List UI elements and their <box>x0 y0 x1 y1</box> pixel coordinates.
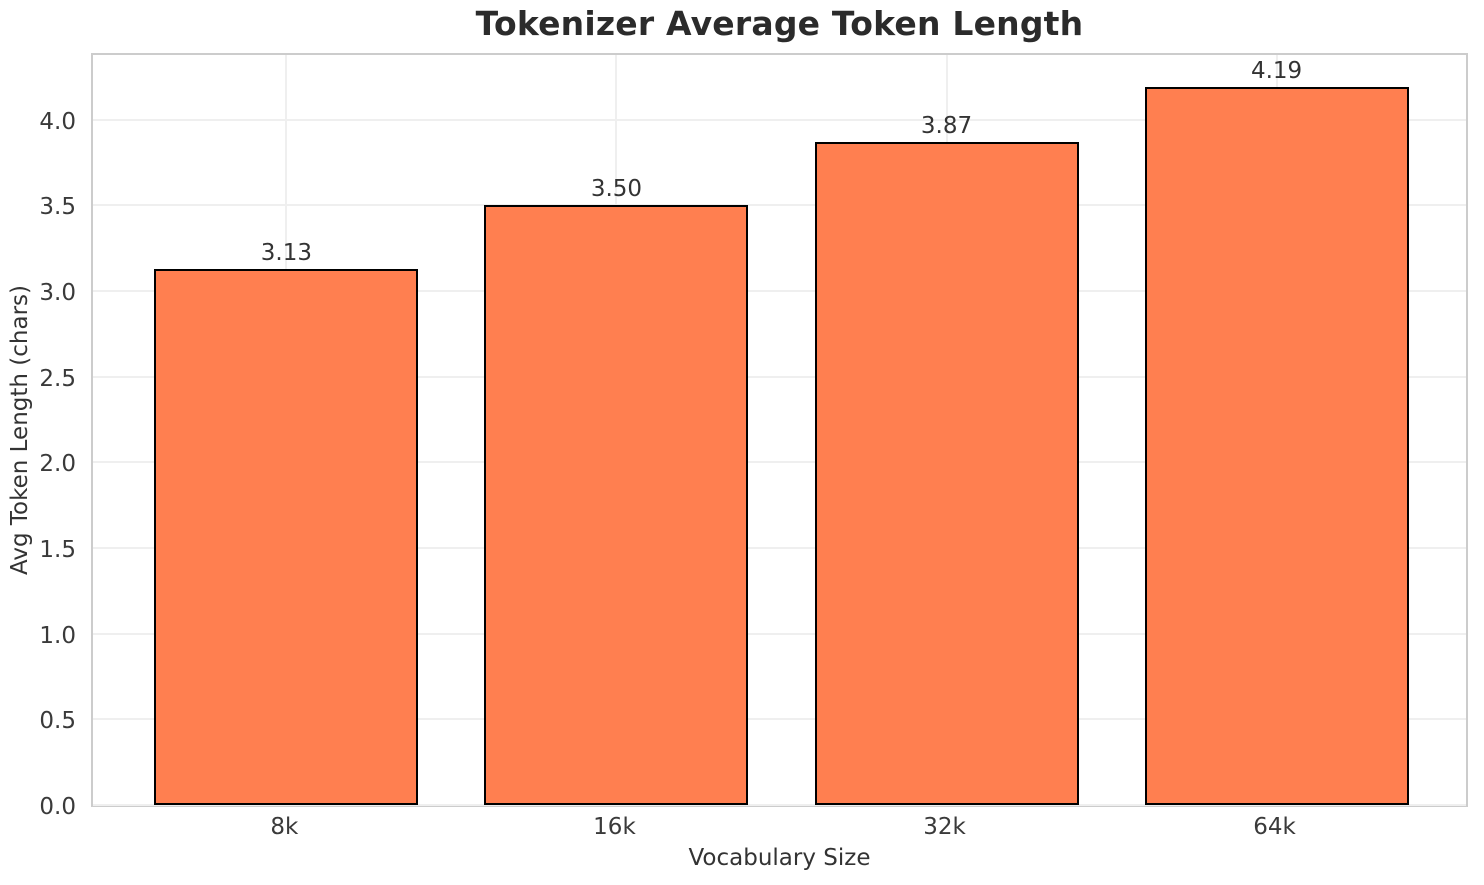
bar-value-label: 4.19 <box>1250 58 1303 84</box>
y-tick-label: 2.0 <box>39 451 76 478</box>
y-tick-label: 4.0 <box>39 108 76 135</box>
horizontal-gridline <box>93 204 1466 207</box>
horizontal-gridline <box>93 118 1466 121</box>
horizontal-gridline <box>93 546 1466 549</box>
bar-8k <box>154 268 419 805</box>
bar-16k <box>484 205 749 805</box>
y-tick-label: 3.0 <box>39 279 76 306</box>
y-tick-label: 0.0 <box>39 794 76 820</box>
y-tick-label: 3.5 <box>39 194 76 221</box>
x-tick-label: 32k <box>923 814 966 840</box>
plot-area: 3.13 3.50 3.87 4.19 <box>91 53 1468 807</box>
bar-value-label: 3.50 <box>590 176 643 203</box>
y-tick-label: 1.5 <box>39 536 76 563</box>
y-axis-label: Avg Token Length (chars) <box>7 284 33 576</box>
bar-32k <box>814 141 1079 805</box>
y-tick-label: 0.5 <box>39 708 76 735</box>
chart-title: Tokenizer Average Token Length <box>475 4 1084 43</box>
y-tick-label: 1.0 <box>39 622 76 649</box>
x-tick-label: 16k <box>593 814 636 840</box>
bar-64k <box>1144 87 1409 805</box>
bar-value-label: 3.13 <box>260 239 313 266</box>
horizontal-gridline <box>93 718 1466 721</box>
horizontal-gridline <box>93 804 1466 806</box>
x-tick-label: 64k <box>1253 814 1296 840</box>
x-axis-label: Vocabulary Size <box>688 845 871 871</box>
x-tick-label: 8k <box>270 814 299 840</box>
horizontal-gridline <box>93 375 1466 378</box>
horizontal-gridline <box>93 632 1466 635</box>
y-tick-label: 2.5 <box>39 365 76 392</box>
horizontal-gridline <box>93 289 1466 292</box>
horizontal-gridline <box>93 461 1466 464</box>
bar-value-label: 3.87 <box>920 112 973 139</box>
